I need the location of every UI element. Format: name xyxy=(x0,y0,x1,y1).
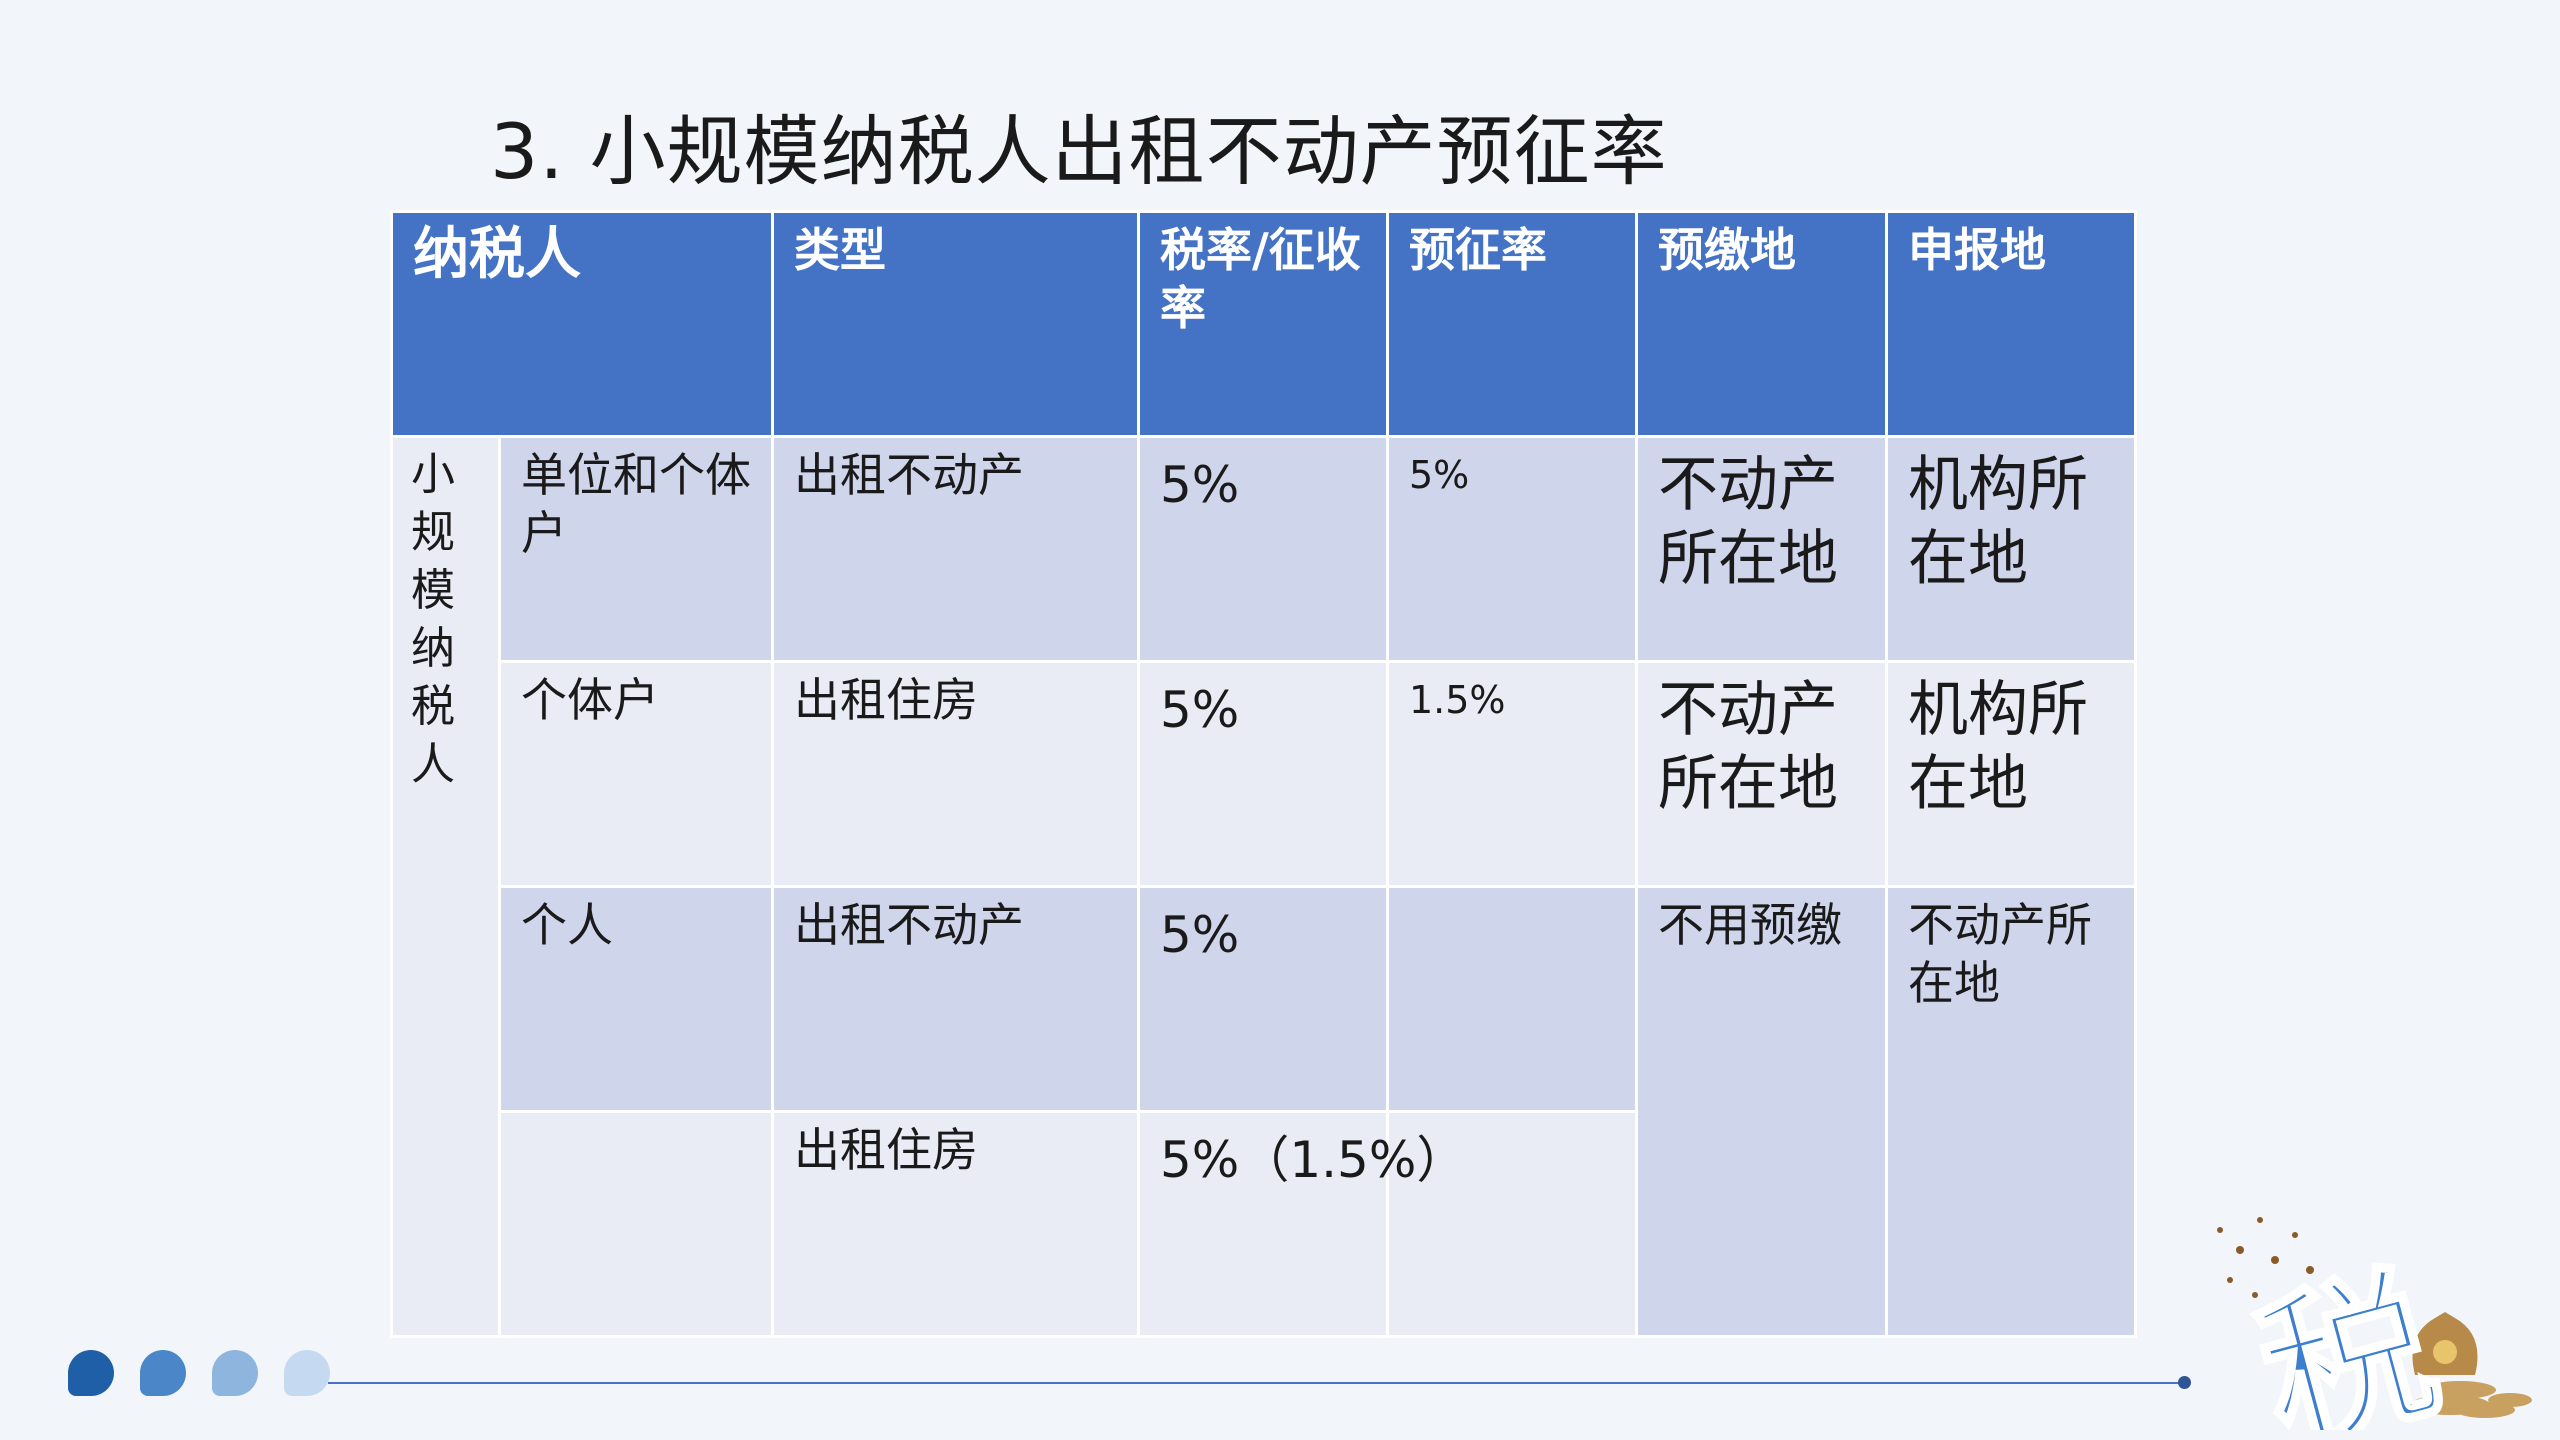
logo-text: 税 xyxy=(2241,1245,2456,1430)
prepay-place-text: 不动产所在地 xyxy=(1658,675,1838,819)
declare-place-text: 不动产所在地 xyxy=(1908,898,2092,1010)
type-cell: 出租住房 xyxy=(771,660,1140,888)
prepay-rate-text xyxy=(1389,888,1635,896)
rate-text: 5%（1.5%） xyxy=(1160,1131,1467,1189)
tax-logo-icon: 税 xyxy=(2217,1217,2532,1430)
header-prepay-place: 预缴地 xyxy=(1635,210,1888,438)
coins-icon xyxy=(2410,1381,2532,1418)
header-row: 纳税人 类型 税率/征收率 预征率 预缴地 申报地 xyxy=(390,210,2137,438)
footer-line-end-dot xyxy=(2178,1376,2191,1389)
header-declare-place: 申报地 xyxy=(1885,210,2137,438)
prepay-rate-cell xyxy=(1386,1110,1638,1338)
type-cell: 出租不动产 xyxy=(771,885,1140,1113)
who-cell: 个体户 xyxy=(498,660,774,888)
who-text: 单位和个体户 xyxy=(521,448,751,560)
dot-1 xyxy=(68,1350,114,1396)
type-text: 出租住房 xyxy=(794,1123,978,1177)
who-text: 个体户 xyxy=(521,673,659,727)
type-text: 出租住房 xyxy=(794,673,978,727)
type-cell: 出租住房 xyxy=(771,1110,1140,1338)
dot-4 xyxy=(284,1350,330,1396)
rate-cell: 5%（1.5%） xyxy=(1137,1110,1467,1338)
prepay-rate-cell: 5% xyxy=(1386,435,1638,663)
table-row: 个体户 出租住房 5% 1.5% 不动产所在地 机构所在地 xyxy=(392,660,2137,888)
rate-text: 5% xyxy=(1160,681,1240,739)
prepay-place-text: 不动产所在地 xyxy=(1658,450,1838,594)
prepay-rate-text: 5% xyxy=(1409,453,1470,497)
dot-2 xyxy=(140,1350,186,1396)
prepay-place-cell: 不动产所在地 xyxy=(1635,660,1888,888)
prepay-place-text: 不用预缴 xyxy=(1658,898,1842,952)
table-row: 出租住房 5%（1.5%） xyxy=(392,1110,2136,1338)
header-prepay-rate: 预征率 xyxy=(1386,210,1638,438)
rate-cell: 5% xyxy=(1137,435,1389,663)
declare-place-cell: 不动产所在地 xyxy=(1885,885,2137,1338)
prepay-rate-text xyxy=(1389,1113,1635,1121)
prepay-place-cell: 不用预缴 xyxy=(1635,885,1888,1338)
prepay-rate-text: 1.5% xyxy=(1409,678,1506,722)
type-text: 出租不动产 xyxy=(794,898,1024,952)
dot-3 xyxy=(212,1350,258,1396)
footer-line xyxy=(328,1382,2183,1384)
declare-place-text: 机构所在地 xyxy=(1908,675,2088,819)
prepay-place-cell: 不动产所在地 xyxy=(1635,435,1888,663)
rate-text: 5% xyxy=(1160,456,1240,514)
money-bag-icon xyxy=(2412,1312,2478,1375)
prepay-rate-cell: 1.5% xyxy=(1386,660,1638,888)
declare-place-cell: 机构所在地 xyxy=(1885,660,2137,888)
who-text xyxy=(501,1113,771,1121)
tax-rate-table: 纳税人 类型 税率/征收率 预征率 预缴地 申报地 小规模纳税人 单位和个体户 … xyxy=(390,210,2137,1338)
rate-cell: 5% xyxy=(1137,660,1389,888)
table-row: 个人 出租不动产 5% 不用预缴 不动产所在地 xyxy=(392,885,2137,1338)
group-label: 小规模纳税人 xyxy=(411,449,455,790)
who-cell xyxy=(498,1110,774,1338)
prepay-rate-cell xyxy=(1386,885,1638,1113)
group-label-cell: 小规模纳税人 xyxy=(390,435,501,1338)
who-text: 个人 xyxy=(521,898,613,952)
header-type: 类型 xyxy=(771,210,1140,438)
sparkles-icon xyxy=(2217,1217,2314,1298)
type-text: 出租不动产 xyxy=(794,448,1024,502)
who-cell: 个人 xyxy=(498,885,774,1113)
who-cell: 单位和个体户 xyxy=(498,435,774,663)
type-cell: 出租不动产 xyxy=(771,435,1140,663)
rate-cell: 5% xyxy=(1137,885,1389,1113)
declare-place-cell: 机构所在地 xyxy=(1885,435,2137,663)
header-taxpayer: 纳税人 xyxy=(390,210,774,438)
table-row: 小规模纳税人 单位和个体户 出租不动产 5% 5% 不动产所在地 机构所在地 xyxy=(390,435,2137,1338)
declare-place-text: 机构所在地 xyxy=(1908,450,2088,594)
rate-text: 5% xyxy=(1160,906,1240,964)
header-tax-rate: 税率/征收率 xyxy=(1137,210,1389,438)
slide-title: 3. 小规模纳税人出租不动产预征率 xyxy=(490,107,1668,196)
